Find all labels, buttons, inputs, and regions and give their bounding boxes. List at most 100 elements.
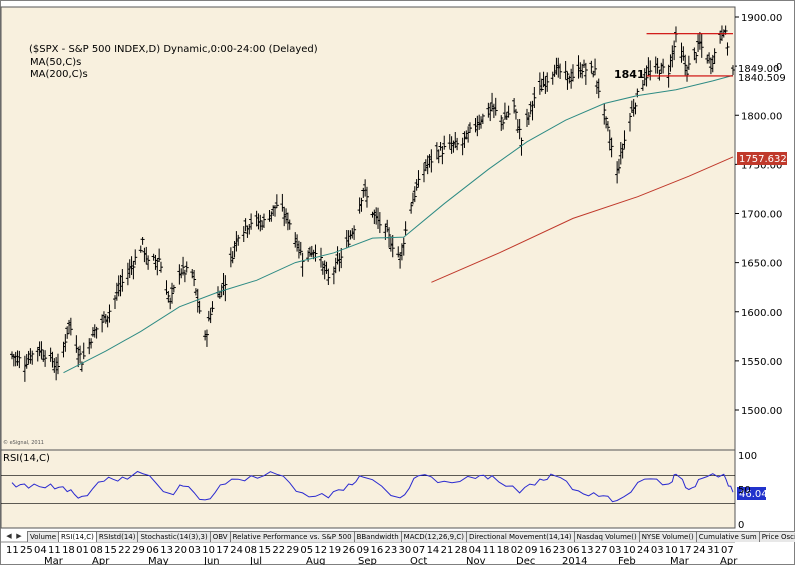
- rsi-title: RSI(14,C): [3, 453, 50, 464]
- tab-relative-performance[interactable]: Relative Performance vs. S&P 500: [229, 531, 355, 542]
- date-tick-label: 08: [244, 545, 257, 556]
- tab-scroll-arrows: ◀ ▶: [4, 531, 24, 541]
- price-channel: [646, 33, 733, 77]
- month-label: Jul: [249, 556, 262, 565]
- date-tick-label: 14: [427, 545, 440, 556]
- date-tick-label: 26: [342, 545, 355, 556]
- month-label: Feb: [618, 556, 636, 565]
- ma50-price-label-bg: [737, 72, 783, 83]
- date-tick-label: 19: [328, 545, 341, 556]
- legend-ma200: MA(200,C)s: [30, 69, 88, 80]
- date-tick-label: 03: [188, 545, 201, 556]
- price-tick-label: 1750.00: [741, 160, 782, 171]
- month-label: Aug: [306, 556, 326, 565]
- date-tick-label: 28: [455, 545, 468, 556]
- date-tick-label: 27: [595, 545, 608, 556]
- date-tick-label: 20: [174, 545, 187, 556]
- price-tick-label: 1600.00: [741, 308, 782, 319]
- tab-rsistd[interactable]: RSIstd(14): [95, 531, 139, 542]
- date-tick-label: 02: [511, 545, 524, 556]
- month-label: Mar: [44, 556, 64, 565]
- legend-title: ($SPX - S&P 500 INDEX,D) Dynamic,0:00-24…: [29, 44, 318, 55]
- legend-ma50: MA(50,C)s: [30, 57, 81, 68]
- rsi-panel-background: [0, 449, 736, 529]
- date-tick-label: 16: [539, 545, 552, 556]
- tab-obv[interactable]: OBV: [209, 531, 231, 542]
- month-label: 2014: [562, 556, 587, 565]
- tab-bbandwidth[interactable]: BBandwidth: [353, 531, 402, 542]
- date-tick-label: 31: [707, 545, 720, 556]
- price-tick-label: 1500.00: [741, 406, 782, 417]
- date-tick-label: 01: [76, 545, 89, 556]
- date-tick-label: 07: [721, 545, 734, 556]
- date-tick-label: 21: [441, 545, 454, 556]
- month-label: Sep: [358, 556, 377, 565]
- date-tick-label: 24: [693, 545, 706, 556]
- date-tick-label: 25: [20, 545, 33, 556]
- last-price-label-bg: [737, 62, 775, 74]
- date-x-axis: 11 25 04 11 18 01 08 15 22 29 06 13 20 03 10 17 24 08 15 22…: [1, 541, 738, 565]
- month-label: Nov: [466, 556, 486, 565]
- date-tick-label: 29: [132, 545, 145, 556]
- tab-directional-movement[interactable]: Directional Movement(14,14): [465, 531, 575, 542]
- last-price-label: 1849.00: [738, 64, 779, 75]
- date-tick-label: 17: [216, 545, 229, 556]
- tab-volume[interactable]: Volume: [27, 531, 60, 542]
- tab-nasdaq-volume[interactable]: Nasdaq Volume(): [573, 531, 640, 542]
- price-tick-label: 1650.00: [741, 259, 782, 270]
- month-label: Apr: [92, 556, 110, 565]
- price-tick-label: 1800.00: [741, 111, 782, 122]
- date-tick-label: 11: [48, 545, 61, 556]
- ma200-price-label-bg: [737, 152, 787, 165]
- date-tick-label: 22: [272, 545, 285, 556]
- date-tick-label: 18: [497, 545, 510, 556]
- tab-price-oscillator[interactable]: Price Oscillator(50,(: [758, 531, 795, 542]
- date-tick-label: 22: [118, 545, 131, 556]
- price-bars: [10, 25, 735, 382]
- rsi-panel: [1, 470, 735, 504]
- date-tick-label: 24: [637, 545, 650, 556]
- date-tick-label: 23: [553, 545, 566, 556]
- date-tick-label: 08: [90, 545, 103, 556]
- price-tick-label: 1700.00: [741, 210, 782, 221]
- tab-stochastic[interactable]: Stochastic(14(3),3): [137, 531, 211, 542]
- tab-cumulative-sum[interactable]: Cumulative Sum: [695, 531, 760, 542]
- rsi-tick-100: 100: [738, 451, 757, 462]
- tab-scroll-right-icon[interactable]: ▶: [16, 532, 22, 540]
- tab-rsi[interactable]: RSI(14,C): [58, 531, 97, 542]
- date-tick-label: 09: [356, 545, 369, 556]
- date-tick-label: 11: [6, 545, 19, 556]
- ma50-line: [63, 74, 734, 374]
- month-label: Oct: [410, 556, 427, 565]
- date-tick-label: 15: [258, 545, 271, 556]
- date-tick-label: 17: [679, 545, 692, 556]
- date-tick-label: 30: [399, 545, 412, 556]
- ma200-line: [431, 156, 734, 283]
- ma50-price-label: 1840.509: [738, 73, 786, 84]
- date-tick-label: 06: [146, 545, 159, 556]
- tab-scroll-left-icon[interactable]: ◀: [6, 532, 12, 540]
- date-tick-label: 13: [581, 545, 594, 556]
- study-tab-strip: Volume RSI(14,C) RSIstd(14) Stochastic(1…: [27, 531, 795, 542]
- tab-nyse-volume[interactable]: NYSE Volume(): [638, 531, 697, 542]
- date-tick-label: 10: [665, 545, 678, 556]
- date-tick-label: 04: [469, 545, 482, 556]
- rsi-tick-50: 50: [738, 485, 751, 496]
- ma200-price-label: 1757.6321: [739, 154, 793, 165]
- price-tick-label: 1550.00: [741, 357, 782, 368]
- date-tick-label: 06: [567, 545, 580, 556]
- date-tick-label: 24: [230, 545, 243, 556]
- month-label: May: [148, 556, 169, 565]
- date-tick-label: 11: [483, 545, 496, 556]
- date-tick-label: 03: [651, 545, 664, 556]
- watermark: © eSignal, 2011: [3, 439, 44, 446]
- date-tick-label: 03: [609, 545, 622, 556]
- price-tick-label: 1900.00: [741, 13, 782, 24]
- date-tick-label: 12: [314, 545, 327, 556]
- date-tick-label: 07: [413, 545, 426, 556]
- tab-macd[interactable]: MACD(12,26,9,C): [400, 531, 467, 542]
- date-tick-label: 29: [286, 545, 299, 556]
- month-label: Apr: [720, 556, 738, 565]
- date-tick-label: 23: [385, 545, 398, 556]
